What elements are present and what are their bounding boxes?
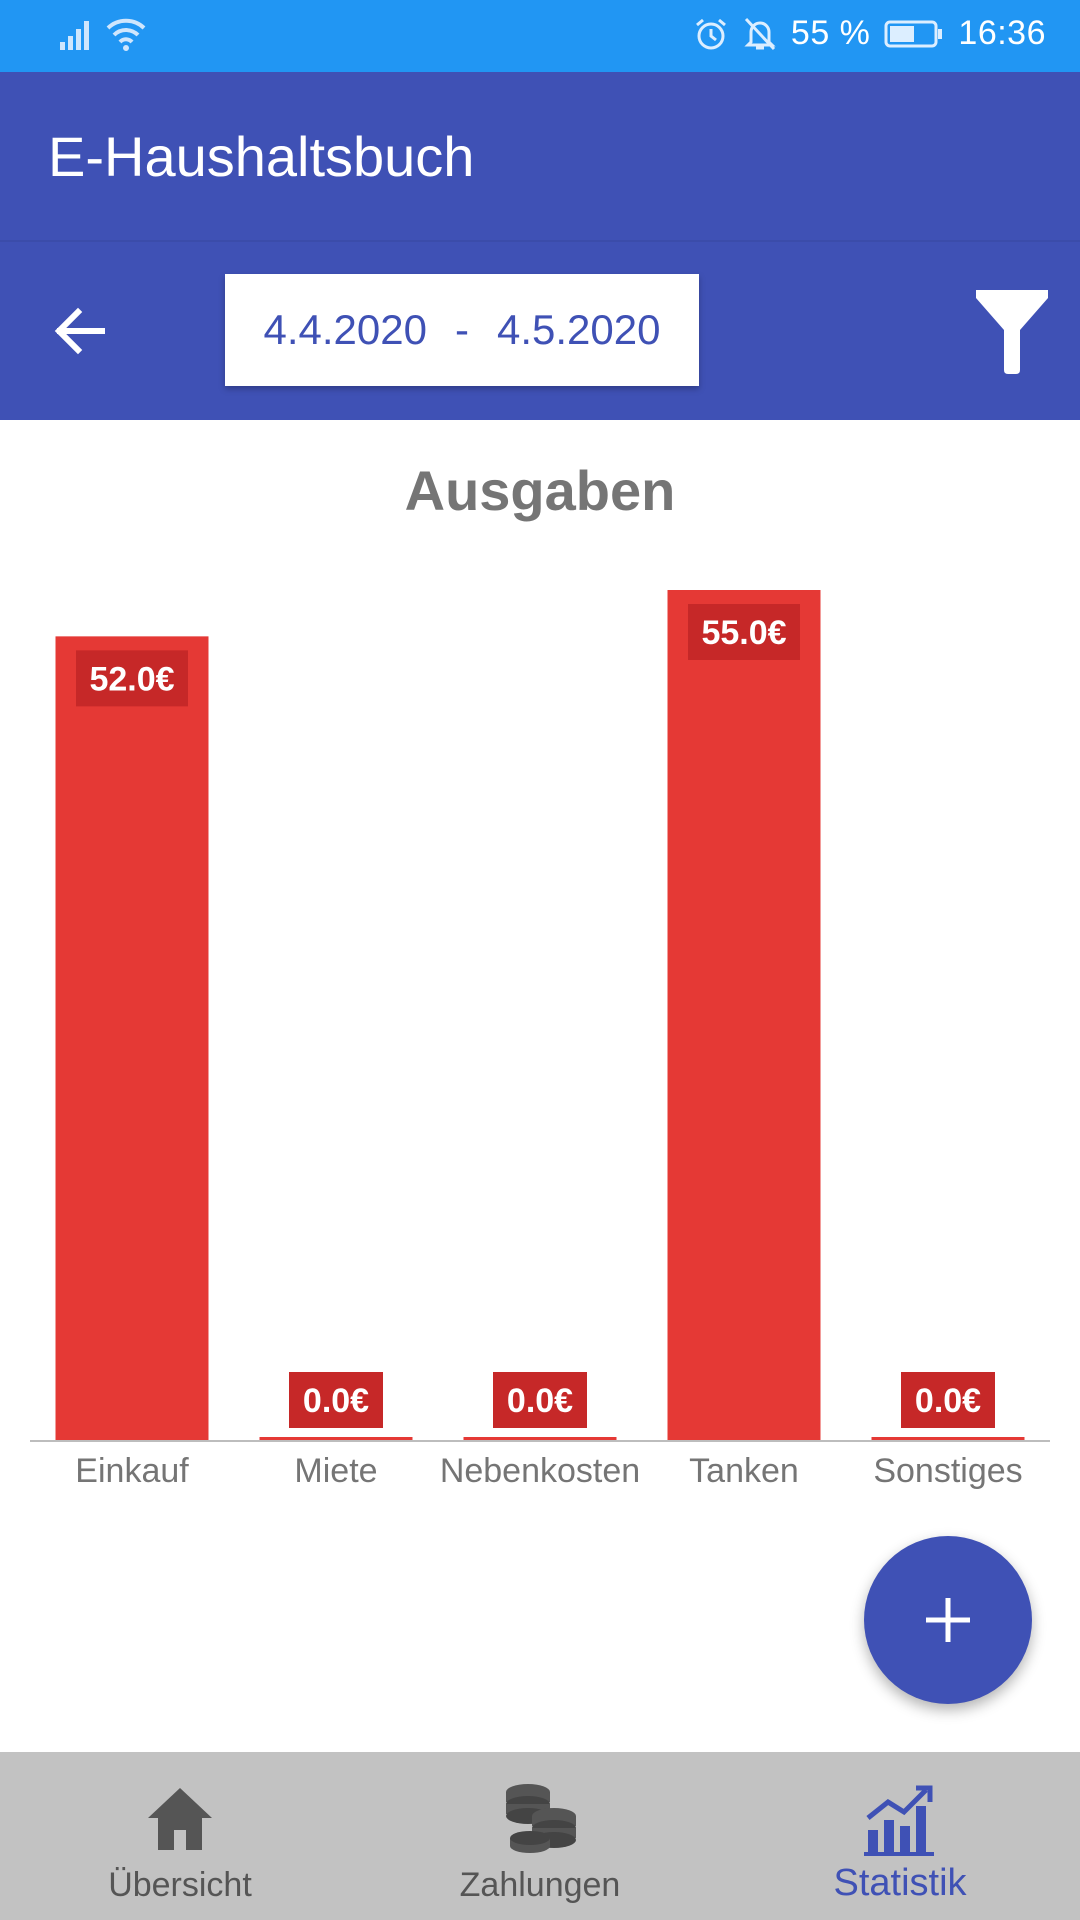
bar-sonstiges[interactable] [871,1437,1025,1440]
category-label: Sonstiges [873,1452,1022,1490]
expenses-bar-chart: 52.0€ Einkauf 0.0€ Miete 0.0€ Nebenkosten 55.0… [30,590,1050,1490]
app-bar: E-Haushaltsbuch [0,72,1080,240]
battery-icon [884,20,943,47]
value-label-bg [493,1372,587,1428]
app-title: E-Haushaltsbuch [48,125,475,188]
clock: 16:36 [958,14,1046,52]
value-label-bg [688,604,800,660]
date-range-bar: 4.4.2020 - 4.5.2020 [0,240,1080,420]
bar-tanken[interactable] [667,590,821,1440]
value-label-bg [289,1372,383,1428]
nav-item-statistics[interactable]: Statistik [720,1752,1080,1920]
bottom-navigation: Übersicht Zahlungen [0,1752,1080,1920]
plus-icon [926,1598,970,1642]
value-label: 0.0€ [303,1382,369,1420]
value-label-bg [901,1372,995,1428]
value-label: 52.0€ [89,660,174,698]
add-payment-button[interactable] [864,1536,1032,1704]
bar-einkauf[interactable] [55,636,209,1440]
date-range-field[interactable]: 4.4.2020 - 4.5.2020 [225,274,699,386]
arrow-left-icon [54,307,105,355]
coins-icon [506,1784,576,1853]
end-date[interactable]: 4.5.2020 [497,306,661,353]
chart-title: Ausgaben [404,459,676,522]
value-label-bg [76,650,188,707]
nav-label-payments: Zahlungen [459,1866,621,1904]
value-label: 0.0€ [507,1382,573,1420]
bar-nebenkosten[interactable] [463,1437,617,1440]
date-separator: - [455,306,469,353]
signal-icon [60,21,89,50]
battery-percent: 55 % [790,14,871,52]
nav-item-overview[interactable]: Übersicht [0,1752,360,1920]
chart-icon [864,1785,934,1856]
home-icon [148,1788,212,1850]
value-label: 0.0€ [915,1382,981,1420]
wifi-icon [106,18,146,51]
category-label: Einkauf [75,1452,189,1490]
category-label: Nebenkosten [440,1452,640,1490]
filter-button[interactable] [976,290,1048,374]
start-date[interactable]: 4.4.2020 [263,306,428,353]
back-button[interactable] [48,300,110,362]
alarm-icon [695,18,726,49]
bar-miete[interactable] [259,1437,413,1440]
bell-off-icon [744,17,776,50]
filter-icon [976,290,1048,374]
value-label: 55.0€ [701,614,786,652]
category-label: Miete [294,1452,377,1490]
nav-item-payments[interactable]: Zahlungen [360,1752,720,1920]
category-label: Tanken [689,1452,799,1490]
status-bar: 55 % 16:36 [0,0,1080,72]
nav-label-statistics: Statistik [833,1862,967,1904]
nav-label-overview: Übersicht [108,1866,252,1904]
